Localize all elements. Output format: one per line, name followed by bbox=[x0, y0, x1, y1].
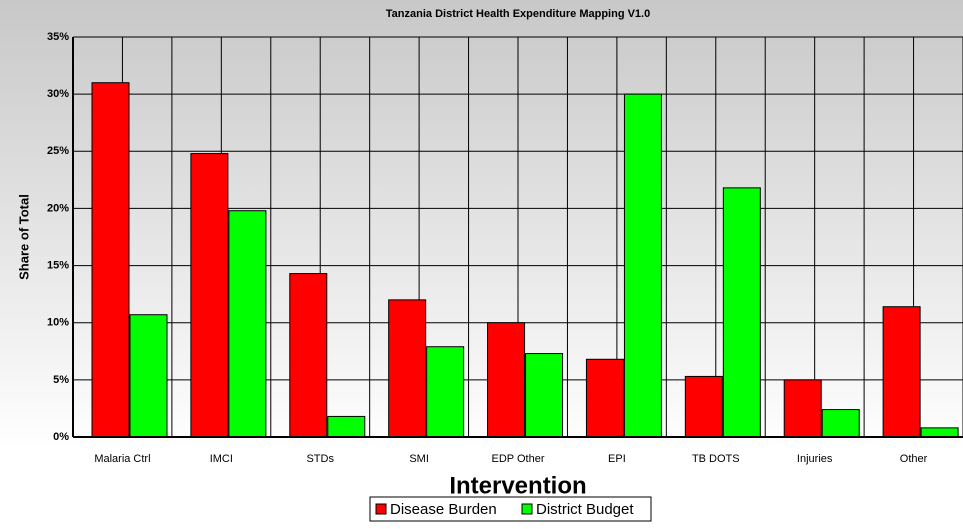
chart-title: Tanzania District Health Expenditure Map… bbox=[386, 8, 650, 20]
y-tick-label: 35% bbox=[47, 31, 69, 43]
bar bbox=[920, 427, 959, 438]
bar bbox=[327, 415, 366, 438]
bar bbox=[91, 82, 130, 438]
bar bbox=[882, 306, 921, 438]
bar bbox=[783, 379, 822, 438]
x-tick-label: TB DOTS bbox=[692, 453, 740, 465]
y-tick-label: 30% bbox=[47, 88, 69, 100]
y-tick-label: 20% bbox=[47, 202, 69, 214]
bar bbox=[623, 93, 662, 438]
bar bbox=[525, 353, 564, 438]
y-tick-label: 15% bbox=[47, 259, 69, 271]
legend-swatch bbox=[375, 503, 387, 515]
bar bbox=[289, 273, 328, 438]
bar bbox=[190, 153, 229, 438]
bar bbox=[426, 346, 465, 438]
bar bbox=[487, 322, 526, 438]
x-axis-label: Intervention bbox=[449, 472, 586, 499]
x-tick-label: Malaria Ctrl bbox=[94, 453, 150, 465]
legend-box bbox=[369, 496, 652, 522]
bar bbox=[585, 358, 624, 438]
bar bbox=[388, 299, 427, 438]
y-axis-label: Share of Total bbox=[16, 194, 31, 280]
y-tick-label: 25% bbox=[47, 145, 69, 157]
bar bbox=[228, 210, 267, 438]
y-tick-label: 0% bbox=[53, 431, 69, 443]
x-tick-label: SMI bbox=[409, 453, 429, 465]
y-tick-label: 10% bbox=[47, 317, 69, 329]
legend-swatch bbox=[521, 503, 533, 515]
x-tick-label: STDs bbox=[306, 453, 334, 465]
x-tick-label: IMCI bbox=[210, 453, 233, 465]
legend-label: District Budget bbox=[536, 501, 634, 518]
bar bbox=[821, 409, 860, 438]
bar bbox=[684, 375, 723, 438]
x-tick-label: Injuries bbox=[797, 453, 833, 465]
bar bbox=[722, 187, 761, 438]
bar bbox=[129, 314, 168, 438]
y-tick-label: 5% bbox=[53, 374, 69, 386]
legend-label: Disease Burden bbox=[390, 501, 497, 518]
x-tick-label: EDP Other bbox=[492, 453, 545, 465]
x-tick-label: EPI bbox=[608, 453, 626, 465]
x-tick-label: Other bbox=[900, 453, 928, 465]
